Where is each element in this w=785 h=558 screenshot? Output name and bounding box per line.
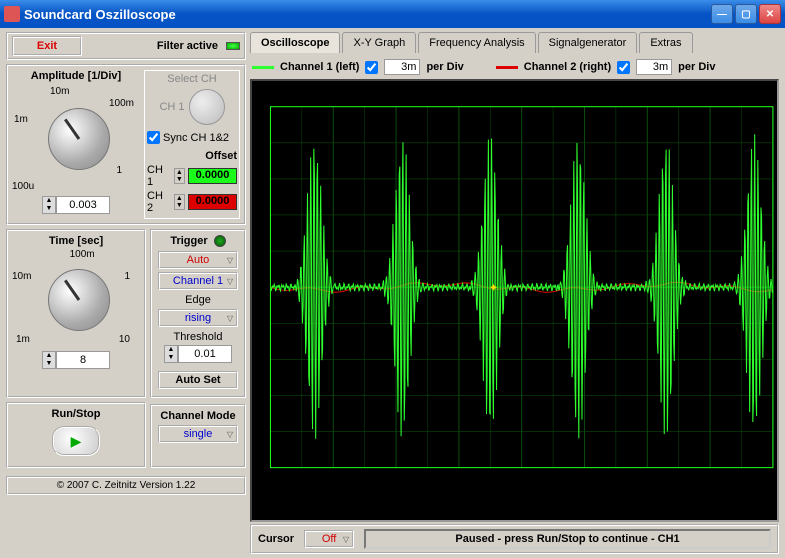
trigger-channel-select[interactable]: Channel 1▽ [158,272,238,290]
ch1-legend-label: Channel 1 (left) [280,61,359,73]
threshold-label: Threshold [156,331,240,343]
trigger-edge-select[interactable]: rising▽ [158,309,238,327]
filter-active-label: Filter active [157,40,218,52]
time-value[interactable] [56,351,110,369]
channel-mode-label: Channel Mode [156,410,240,422]
amplitude-knob[interactable]: 10m 100m 1m 1 100u [12,84,140,194]
svg-text:2.5: 2.5 [420,471,436,483]
amplitude-stepper[interactable]: ▲▼ [42,196,56,214]
app-icon [4,6,20,22]
tab-frequency-analysis[interactable]: Frequency Analysis [418,32,535,53]
autoset-button[interactable]: Auto Set [158,371,238,389]
minimize-button[interactable]: — [711,4,733,24]
svg-text:4: 4 [519,471,525,483]
svg-text:1.5: 1.5 [357,471,373,483]
svg-text:Time [sec]: Time [sec] [494,487,550,499]
runstop-title: Run/Stop [12,408,140,420]
channel-mode-select[interactable]: single▽ [158,425,238,443]
svg-text:6: 6 [644,471,650,483]
trigger-led [214,235,226,247]
copyright: © 2007 C. Zeitnitz Version 1.22 [6,476,246,495]
tab-oscilloscope[interactable]: Oscilloscope [250,32,340,53]
sync-checkbox[interactable] [147,131,160,144]
ch2-visible-checkbox[interactable] [617,61,630,74]
svg-text:3: 3 [456,471,462,483]
svg-text:7.5: 7.5 [734,471,750,483]
select-ch-title: Select CH [147,73,237,85]
ch1-offset-stepper[interactable]: ▲▼ [174,168,185,184]
close-button[interactable]: ✕ [759,4,781,24]
time-knob[interactable]: 100m 10m 1 1m 10 [12,249,140,349]
offset-title: Offset [147,150,237,162]
sync-label: Sync CH 1&2 [163,132,229,144]
time-title: Time [sec] [12,235,140,247]
ch1-color-sample [252,66,274,69]
exit-button[interactable]: Exit [12,36,82,56]
filter-led [226,42,240,50]
svg-text:1: 1 [330,471,336,483]
window-title: Soundcard Oszilloscope [24,7,709,22]
ch2-offset-stepper[interactable]: ▲▼ [174,194,185,210]
svg-text:5: 5 [581,471,587,483]
svg-text:✦: ✦ [489,282,498,294]
time-stepper[interactable]: ▲▼ [42,351,56,369]
svg-text:5.5: 5.5 [608,471,624,483]
maximize-button[interactable]: ▢ [735,4,757,24]
trigger-mode-select[interactable]: Auto▽ [158,251,238,269]
threshold-stepper[interactable]: ▲▼ [164,345,178,363]
oscilloscope-display[interactable]: 0 500m 1 1.5 2 2.5 3 3.5 4 4.5 5 5.5 6 6.5 7 7.5 8 Time [… [250,79,779,522]
ch2-offset-value[interactable]: 0.0000 [188,194,237,210]
svg-text:2: 2 [393,471,399,483]
svg-text:7: 7 [707,471,713,483]
threshold-value[interactable] [178,345,232,363]
runstop-button[interactable]: ▶ [52,426,100,456]
amplitude-title: Amplitude [1/Div] [12,70,140,82]
ch2-legend-label: Channel 2 (right) [524,61,611,73]
svg-text:3.5: 3.5 [482,471,498,483]
edge-label: Edge [156,294,240,306]
cursor-label: Cursor [258,533,294,545]
tab-signalgenerator[interactable]: Signalgenerator [538,32,638,53]
svg-text:500m: 500m [288,471,316,483]
ch1-visible-checkbox[interactable] [365,61,378,74]
trigger-title: Trigger [170,235,207,247]
svg-text:0: 0 [267,471,273,483]
select-ch-knob[interactable] [189,89,225,125]
amplitude-value[interactable] [56,196,110,214]
ch2-div-input[interactable] [636,59,672,75]
svg-text:4.5: 4.5 [545,471,561,483]
status-text: Paused - press Run/Stop to continue - CH… [364,529,771,549]
ch1-div-input[interactable] [384,59,420,75]
ch1-offset-value[interactable]: 0.0000 [188,168,237,184]
svg-text:6.5: 6.5 [671,471,687,483]
svg-text:8: 8 [770,471,776,483]
tab-extras[interactable]: Extras [639,32,692,53]
ch2-color-sample [496,66,518,69]
cursor-mode-select[interactable]: Off▽ [304,530,354,548]
tab-x-y-graph[interactable]: X-Y Graph [342,32,416,53]
